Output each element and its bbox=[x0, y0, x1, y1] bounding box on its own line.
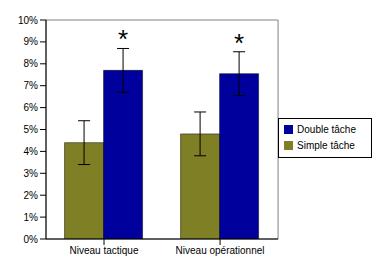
svg-text:2%: 2% bbox=[24, 190, 39, 201]
html-text:Double tâche: Double tâche bbox=[297, 123, 356, 135]
svg-text:3%: 3% bbox=[24, 168, 39, 179]
svg-text:Niveau opérationnel: Niveau opérationnel bbox=[176, 245, 265, 256]
svg-text:8%: 8% bbox=[24, 58, 39, 69]
svg-text:7%: 7% bbox=[24, 80, 39, 91]
svg-text:*: * bbox=[118, 24, 128, 54]
svg-text:0%: 0% bbox=[24, 234, 39, 245]
svg-text:4%: 4% bbox=[24, 146, 39, 157]
svg-text:6%: 6% bbox=[24, 102, 39, 113]
html-text:Simple tâche: Simple tâche bbox=[297, 139, 355, 151]
svg-text:10%: 10% bbox=[18, 15, 38, 26]
svg-text:5%: 5% bbox=[24, 124, 39, 135]
svg-text:Niveau tactique: Niveau tactique bbox=[70, 245, 139, 256]
svg-text:9%: 9% bbox=[24, 36, 39, 47]
svg-text:*: * bbox=[234, 28, 244, 58]
svg-text:1%: 1% bbox=[24, 212, 39, 223]
